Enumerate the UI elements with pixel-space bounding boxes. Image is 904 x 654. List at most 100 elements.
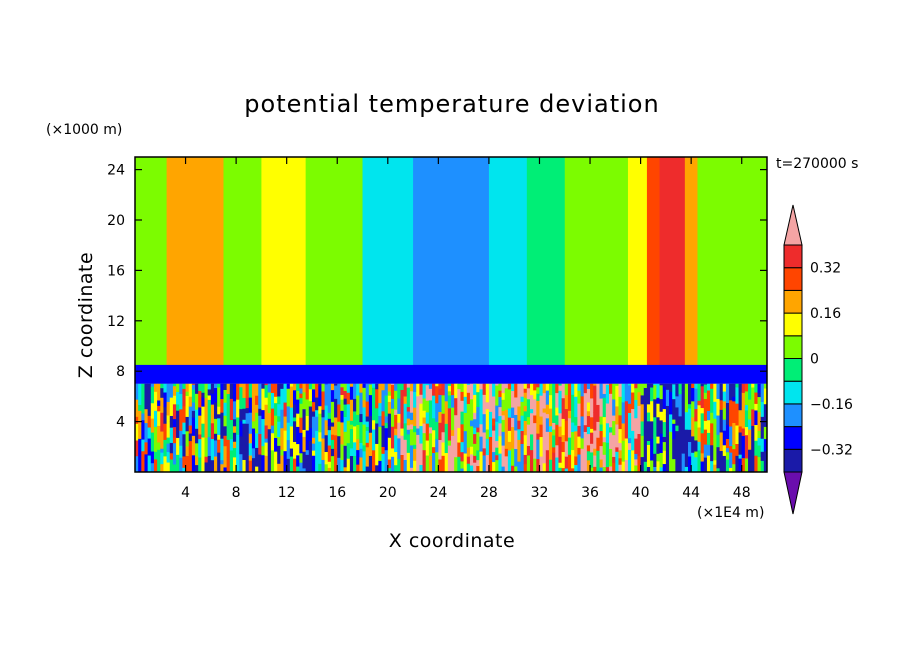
turbulence-cell — [150, 451, 155, 464]
turbulence-cell — [590, 443, 594, 453]
turbulence-cell — [302, 436, 307, 452]
turbulence-cell — [346, 392, 351, 405]
turbulence-cell — [533, 422, 537, 445]
turbulence-cell — [182, 467, 186, 473]
turbulence-cell — [217, 439, 221, 453]
turbulence-cell — [157, 405, 161, 412]
turbulence-cell — [492, 430, 496, 453]
turbulence-cell — [147, 455, 152, 473]
turbulence-cell — [646, 420, 651, 442]
turbulence-cell — [495, 385, 499, 406]
upper-band — [627, 157, 648, 372]
turbulence-cell — [258, 383, 262, 402]
turbulence-cell — [485, 401, 490, 410]
colorbar-label: 0.16 — [810, 306, 841, 322]
turbulence-cell — [318, 463, 322, 473]
turbulence-cell — [618, 396, 623, 416]
turbulence-cell — [283, 402, 288, 417]
turbulence-cell — [485, 429, 490, 439]
turbulence-cell — [163, 455, 167, 473]
turbulence-cell — [691, 436, 695, 453]
turbulence-cell — [179, 408, 183, 431]
turbulence-cell — [251, 420, 256, 429]
turbulence-cell — [232, 425, 237, 433]
turbulence-cell — [602, 454, 607, 468]
turbulence-cell — [646, 466, 651, 473]
turbulence-cell — [650, 383, 654, 388]
turbulence-cell — [536, 393, 540, 401]
turbulence-cell — [397, 458, 401, 473]
turbulence-cell — [722, 455, 727, 473]
turbulence-cell — [349, 420, 354, 425]
turbulence-cell — [539, 416, 544, 425]
turbulence-cell — [586, 415, 591, 427]
turbulence-cell — [555, 444, 559, 458]
turbulence-cell — [631, 383, 635, 393]
turbulence-cell — [706, 455, 711, 473]
turbulence-cell — [751, 456, 755, 473]
turbulence-cell — [169, 383, 174, 398]
turbulence-cell — [517, 428, 521, 440]
turbulence-cell — [691, 383, 695, 388]
turbulence-cell — [567, 396, 572, 411]
turbulence-cell — [744, 426, 749, 436]
turbulence-cell — [558, 418, 562, 427]
turbulence-cell — [166, 383, 171, 402]
turbulence-cell — [561, 383, 566, 393]
turbulence-cell — [697, 400, 702, 406]
turbulence-cell — [523, 383, 528, 389]
turbulence-cell — [176, 383, 180, 392]
turbulence-cell — [176, 454, 180, 473]
turbulence-cell — [444, 423, 449, 445]
turbulence-cell — [631, 408, 635, 431]
turbulence-cell — [703, 420, 708, 430]
turbulence-cell — [517, 406, 521, 421]
turbulence-cell — [432, 383, 436, 396]
turbulence-cell — [349, 448, 354, 457]
turbulence-cell — [198, 407, 202, 416]
turbulence-cell — [381, 460, 386, 473]
turbulence-cell — [280, 449, 284, 456]
turbulence-cell — [738, 458, 743, 473]
turbulence-cell — [542, 383, 547, 394]
turbulence-cell — [615, 406, 619, 425]
turbulence-cell — [691, 400, 695, 418]
turbulence-cell — [757, 430, 762, 438]
turbulence-cell — [675, 395, 679, 408]
y-axis: 4 8 12 16 20 24 — [107, 163, 767, 431]
turbulence-cell — [520, 454, 525, 473]
turbulence-cell — [432, 429, 436, 448]
turbulence-cell — [542, 442, 547, 464]
turbulence-cell — [669, 414, 673, 432]
turbulence-cell — [359, 448, 363, 458]
turbulence-cell — [577, 403, 581, 426]
turbulence-cell — [539, 436, 544, 457]
turbulence-cell — [466, 383, 471, 385]
turbulence-cell — [384, 422, 389, 429]
turbulence-cell — [138, 387, 142, 406]
turbulence-cell — [226, 393, 231, 414]
turbulence-cell — [706, 444, 711, 456]
turbulence-cell — [631, 430, 635, 451]
turbulence-cell — [296, 383, 300, 392]
turbulence-cell — [204, 456, 209, 463]
turbulence-cell — [217, 452, 221, 473]
turbulence-cell — [650, 387, 654, 402]
turbulence-cell — [340, 444, 344, 460]
turbulence-cell — [150, 398, 155, 404]
turbulence-cell — [678, 383, 683, 395]
y-tick-label: 8 — [116, 364, 125, 380]
turbulence-cell — [488, 436, 493, 454]
turbulence-cell — [555, 388, 559, 394]
turbulence-cell — [479, 395, 483, 403]
turbulence-cell — [530, 383, 534, 396]
turbulence-cell — [422, 423, 427, 434]
turbulence-cell — [182, 433, 186, 457]
turbulence-cell — [507, 383, 512, 390]
turbulence-cell — [703, 457, 708, 473]
turbulence-cell — [710, 444, 714, 462]
turbulence-cell — [618, 464, 623, 473]
turbulence-cell — [741, 428, 746, 437]
turbulence-cell — [580, 448, 585, 455]
turbulence-cell — [324, 383, 329, 406]
